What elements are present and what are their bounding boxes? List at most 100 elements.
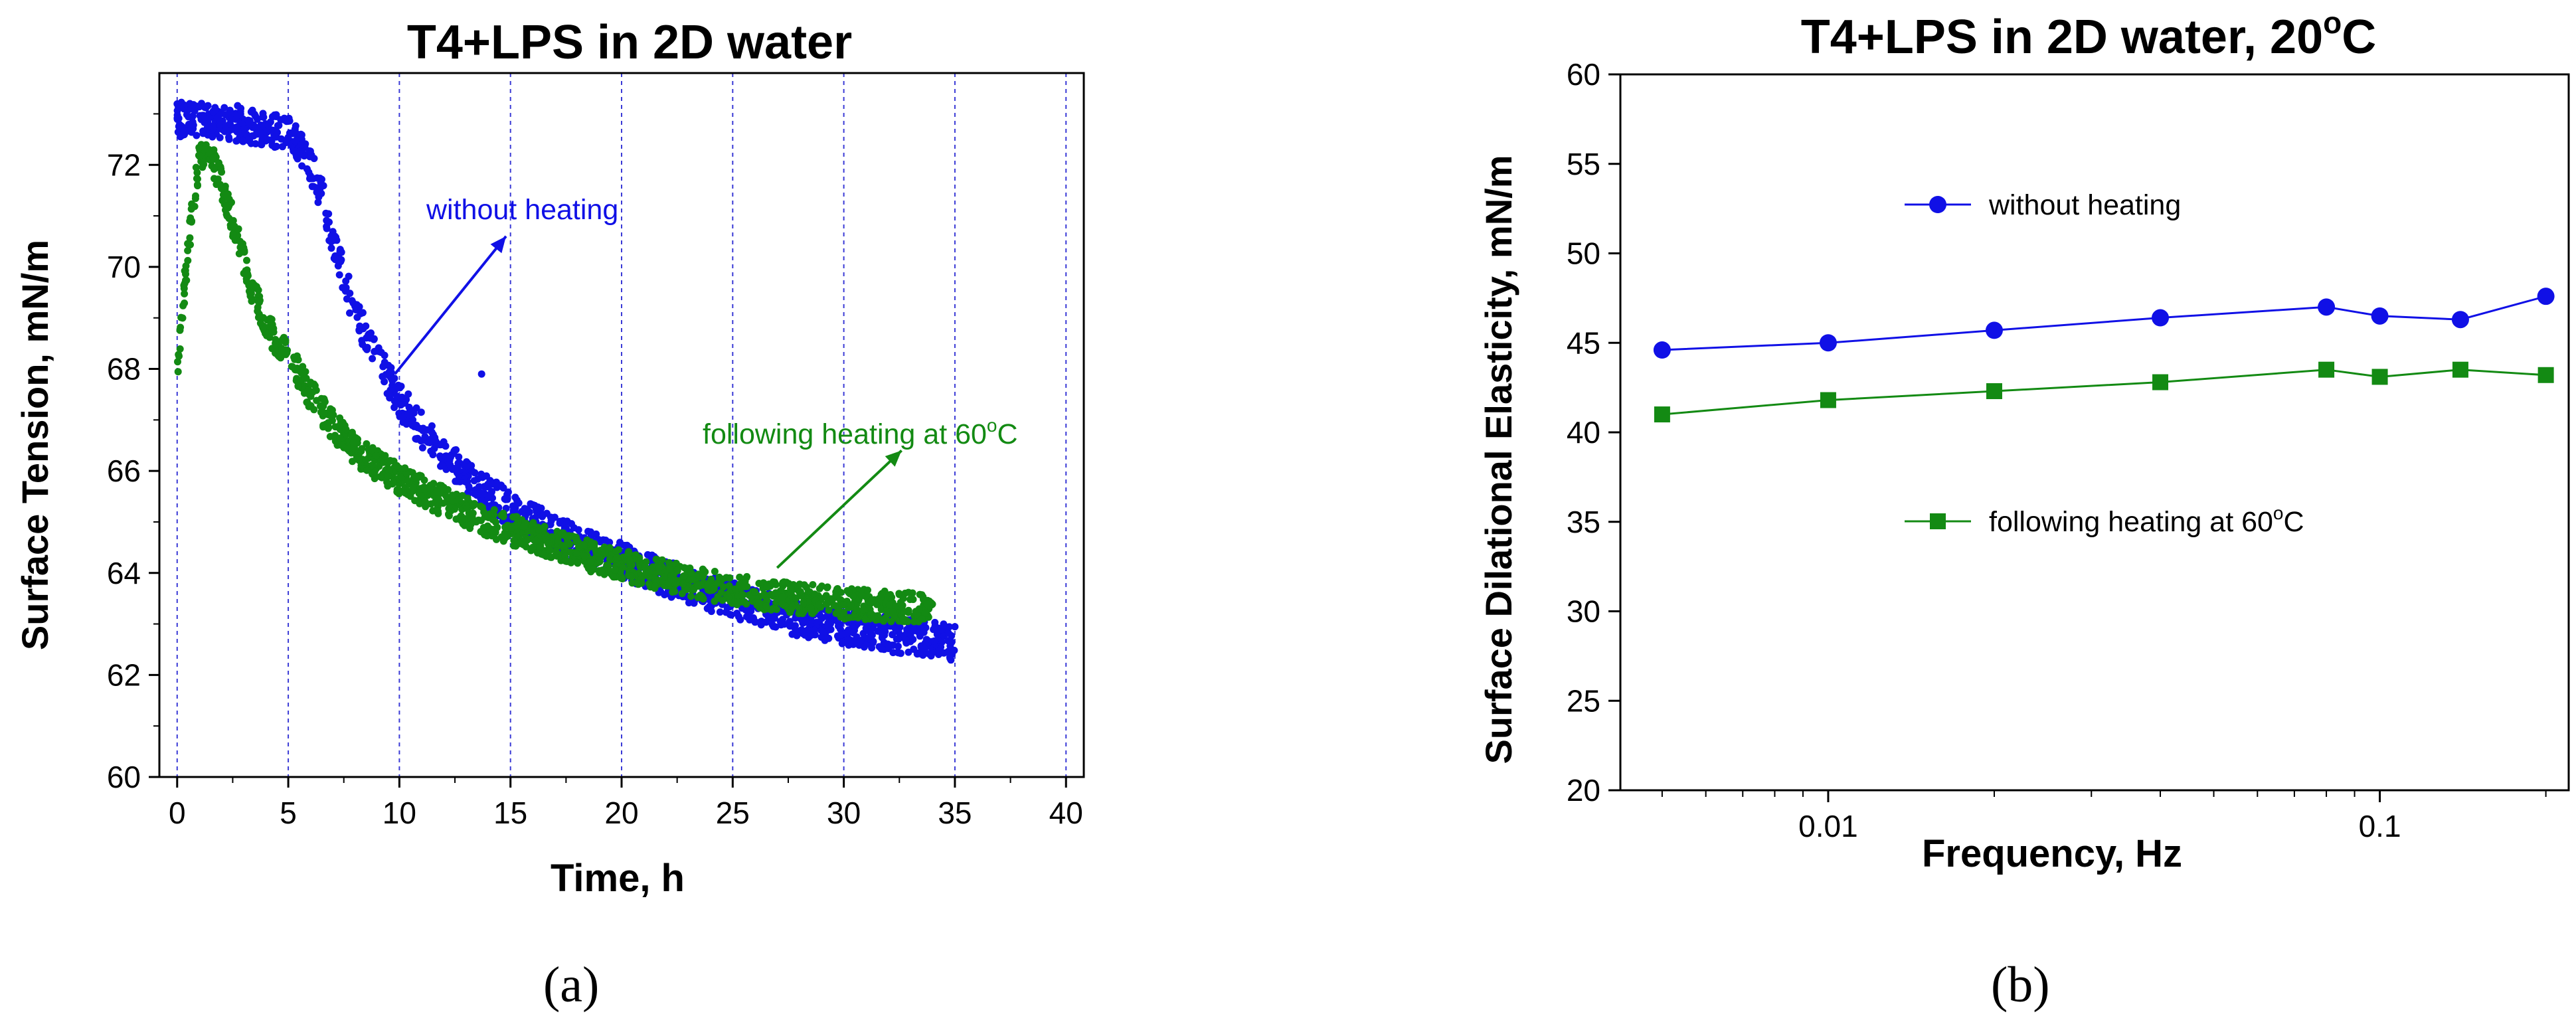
data-point — [734, 613, 742, 621]
data-point — [234, 102, 242, 110]
data-point — [562, 557, 569, 565]
data-point — [401, 485, 409, 493]
annotation-arrow-following-heating — [776, 449, 902, 569]
chart-b-y-ticks: 20 25 30 35 40 45 50 55 60 — [1567, 57, 1620, 808]
data-point — [309, 175, 317, 183]
data-point — [346, 309, 353, 317]
data-point — [746, 616, 754, 624]
data-point — [626, 556, 634, 564]
data-point — [621, 541, 629, 549]
data-point — [823, 584, 831, 592]
data-point — [320, 409, 328, 417]
data-point — [768, 621, 776, 629]
data-point — [704, 586, 712, 594]
x-tick-label: 0 — [169, 796, 186, 830]
data-point — [442, 442, 450, 450]
data-point — [950, 646, 958, 654]
data-point — [363, 466, 371, 474]
data-point — [613, 553, 621, 561]
data-point — [369, 355, 377, 363]
data-point — [587, 558, 595, 566]
annotation-arrowhead-following-heating — [885, 450, 902, 467]
data-point — [518, 507, 526, 515]
data-point — [762, 602, 770, 610]
data-point — [464, 494, 472, 502]
data-point — [404, 477, 411, 485]
data-point — [349, 439, 357, 447]
data-point — [853, 601, 861, 608]
x-tick-label: 10 — [383, 796, 416, 830]
data-point — [740, 598, 748, 606]
data-point — [499, 509, 507, 517]
data-point — [885, 601, 893, 609]
data-point — [909, 636, 917, 644]
data-point — [184, 256, 192, 264]
data-point — [266, 315, 274, 323]
data-point — [397, 383, 405, 390]
data-point — [560, 542, 568, 550]
data-point — [710, 585, 718, 593]
data-point — [552, 547, 560, 555]
data-point — [857, 592, 865, 600]
data-point — [236, 111, 244, 119]
data-point — [535, 504, 543, 512]
data-point — [316, 185, 324, 193]
data-point — [491, 527, 499, 535]
data-point-square — [1986, 383, 2002, 400]
data-point — [449, 497, 457, 505]
data-point — [421, 485, 428, 493]
data-point — [511, 493, 519, 501]
data-point — [537, 543, 545, 551]
data-point — [844, 630, 852, 638]
data-point — [422, 503, 430, 511]
data-point — [520, 523, 528, 531]
data-point — [816, 612, 824, 620]
data-point — [215, 159, 222, 167]
data-point — [921, 645, 929, 653]
data-point — [313, 396, 321, 404]
data-point — [300, 389, 308, 397]
data-point — [331, 253, 339, 261]
data-point — [875, 643, 883, 651]
series-without-heating — [1653, 288, 2555, 359]
data-point — [222, 191, 230, 199]
data-point — [763, 596, 771, 604]
data-point — [882, 614, 890, 622]
data-point — [404, 390, 412, 398]
data-point — [787, 583, 795, 590]
data-point — [343, 295, 351, 303]
chart-b-x-axis-label: Frequency, Hz — [1922, 832, 2182, 875]
data-point — [497, 481, 505, 489]
data-point — [229, 231, 237, 238]
data-point — [778, 600, 786, 608]
data-point — [946, 653, 954, 661]
data-point — [257, 313, 265, 321]
data-point — [477, 470, 485, 478]
panel-label-a: (a) — [543, 957, 600, 1013]
data-point — [200, 161, 208, 168]
data-point — [177, 323, 185, 331]
data-point — [390, 375, 398, 383]
data-point — [618, 575, 626, 582]
data-point — [427, 500, 435, 508]
data-point — [726, 610, 734, 618]
data-point — [679, 580, 687, 588]
data-point — [534, 549, 541, 557]
y-tick-label: 50 — [1567, 236, 1600, 271]
data-point — [807, 604, 815, 612]
data-point — [902, 636, 910, 644]
data-point — [438, 461, 446, 469]
y-tick-label: 64 — [107, 556, 141, 590]
data-point — [868, 596, 876, 604]
annotation-unit: C — [997, 418, 1018, 450]
data-point — [453, 469, 461, 477]
data-point — [655, 564, 663, 572]
data-point-outlier — [477, 370, 485, 378]
data-point — [477, 528, 485, 535]
data-point — [723, 574, 730, 582]
data-point — [336, 434, 344, 442]
data-point — [230, 222, 238, 230]
data-point — [817, 627, 825, 635]
data-point — [348, 428, 356, 436]
data-point — [823, 600, 831, 608]
